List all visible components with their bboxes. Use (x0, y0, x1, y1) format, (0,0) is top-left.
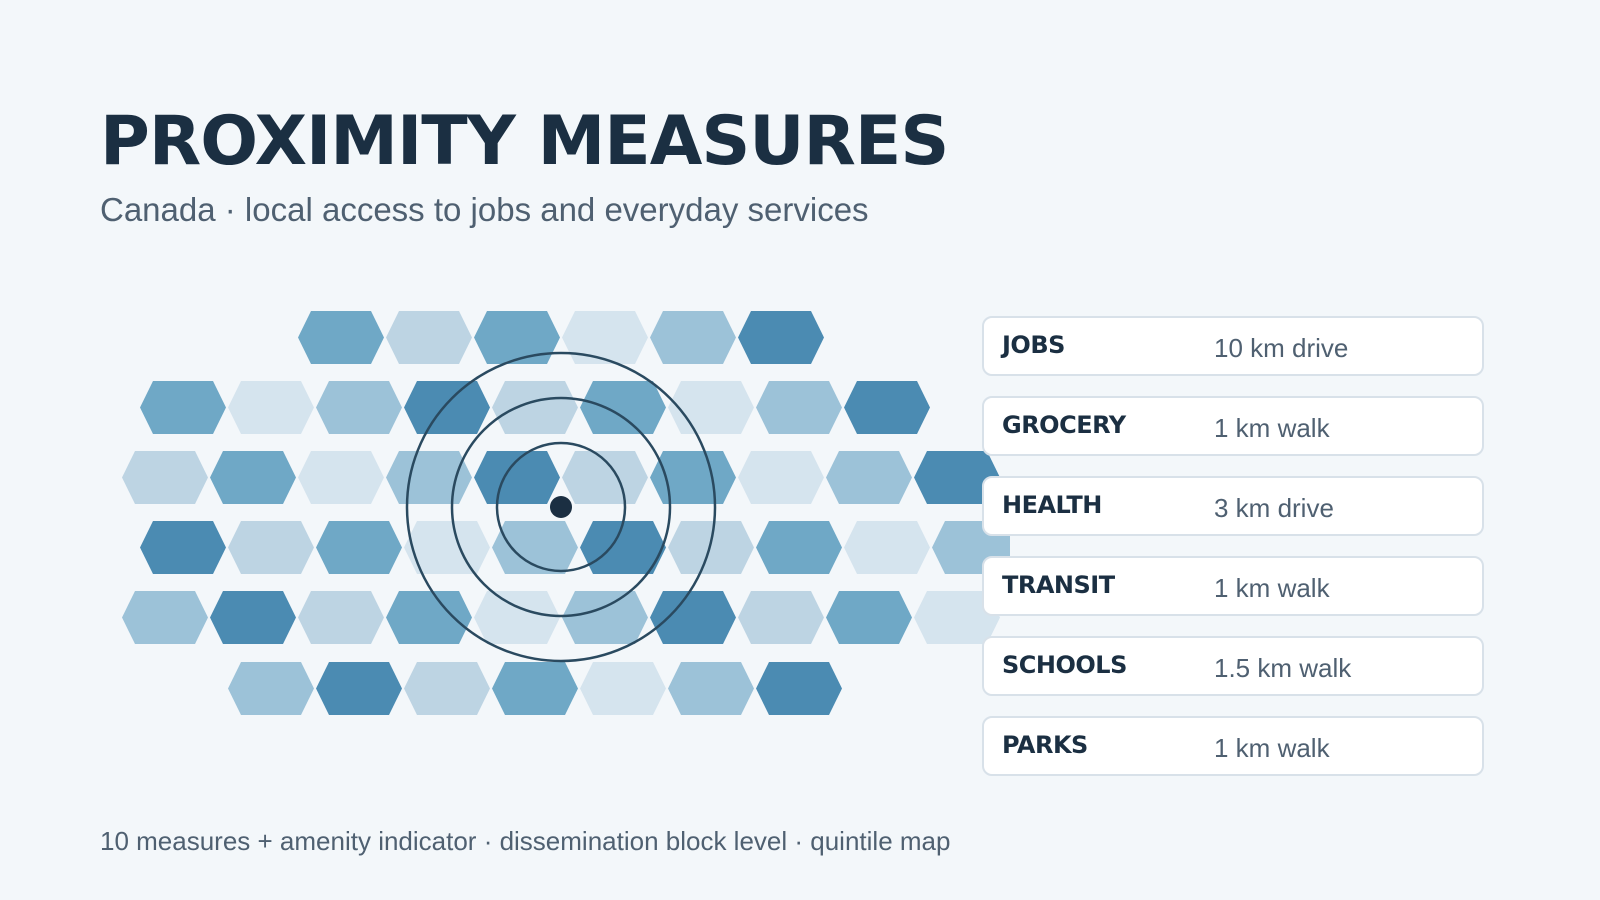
hex-cell (914, 591, 1000, 644)
hex-cell (668, 381, 754, 434)
hex-cell (386, 591, 472, 644)
hex-cell (386, 311, 472, 364)
page-subtitle: Canada · local access to jobs and everyd… (100, 191, 869, 228)
hex-cell (562, 311, 648, 364)
hex-cell (122, 591, 208, 644)
measure-label: JOBS (1002, 331, 1065, 359)
measure-value: 1.5 km walk (1214, 653, 1352, 683)
hex-cell (474, 591, 560, 644)
location-center-dot (550, 496, 572, 518)
measure-label: TRANSIT (1002, 571, 1115, 599)
hex-cell (140, 521, 226, 574)
hex-cell (210, 451, 296, 504)
measure-label: GROCERY (1002, 411, 1126, 439)
hex-cell (228, 521, 314, 574)
measure-label: PARKS (1002, 731, 1088, 759)
distance-ring-1 (495, 441, 627, 573)
hex-cell (228, 662, 314, 715)
hex-cell (386, 451, 472, 504)
hex-cell (844, 521, 930, 574)
hex-cell (492, 662, 578, 715)
page-title: PROXIMITY MEASURES (100, 102, 949, 181)
measure-value: 1 km walk (1214, 573, 1330, 603)
hex-cell (826, 451, 912, 504)
measure-value: 3 km drive (1214, 493, 1334, 523)
hex-cell (298, 591, 384, 644)
hex-cell (210, 591, 296, 644)
hex-cell (298, 451, 384, 504)
hex-cell (738, 311, 824, 364)
hex-grid (122, 311, 1010, 715)
hex-cell (228, 381, 314, 434)
measure-card-jobs: JOBS 10 km drive (982, 316, 1484, 376)
hex-cell (140, 381, 226, 434)
measures-list: JOBS 10 km drive GROCERY 1 km walk HEALT… (982, 316, 1484, 796)
hex-cell (738, 591, 824, 644)
proximity-hex-map (122, 311, 1010, 715)
hex-cell (914, 451, 1000, 504)
distance-rings (405, 351, 717, 663)
hex-cell (738, 451, 824, 504)
hex-cell (756, 662, 842, 715)
footer-note: 10 measures + amenity indicator · dissem… (100, 826, 951, 856)
measure-value: 10 km drive (1214, 333, 1349, 363)
hex-cell (650, 311, 736, 364)
hex-cell (404, 521, 490, 574)
hex-cell (492, 521, 578, 574)
measure-card-transit: TRANSIT 1 km walk (982, 556, 1484, 616)
hex-cell (122, 451, 208, 504)
hex-cell (650, 451, 736, 504)
hex-cell (492, 381, 578, 434)
hex-cell (316, 521, 402, 574)
hex-cell (756, 381, 842, 434)
measure-label: HEALTH (1002, 491, 1102, 519)
hex-cell (316, 381, 402, 434)
measure-card-schools: SCHOOLS 1.5 km walk (982, 636, 1484, 696)
measure-card-grocery: GROCERY 1 km walk (982, 396, 1484, 456)
measure-value: 1 km walk (1214, 733, 1330, 763)
hex-cell (844, 381, 930, 434)
hex-cell (580, 521, 666, 574)
hex-cell (756, 521, 842, 574)
hex-cell (562, 591, 648, 644)
hex-cell (580, 662, 666, 715)
hex-cell (316, 662, 402, 715)
hex-cell (668, 521, 754, 574)
hex-cell (562, 451, 648, 504)
measure-label: SCHOOLS (1002, 651, 1127, 679)
hex-cell (404, 381, 490, 434)
hex-cell (298, 311, 384, 364)
hex-cell (668, 662, 754, 715)
measure-value: 1 km walk (1214, 413, 1330, 443)
hex-cell (474, 311, 560, 364)
distance-ring-3 (405, 351, 717, 663)
distance-ring-2 (450, 396, 672, 618)
hex-cell (474, 451, 560, 504)
hex-cell (580, 381, 666, 434)
measure-card-parks: PARKS 1 km walk (982, 716, 1484, 776)
hex-cell (404, 662, 490, 715)
measure-card-health: HEALTH 3 km drive (982, 476, 1484, 536)
hex-cell (826, 591, 912, 644)
hex-cell (650, 591, 736, 644)
